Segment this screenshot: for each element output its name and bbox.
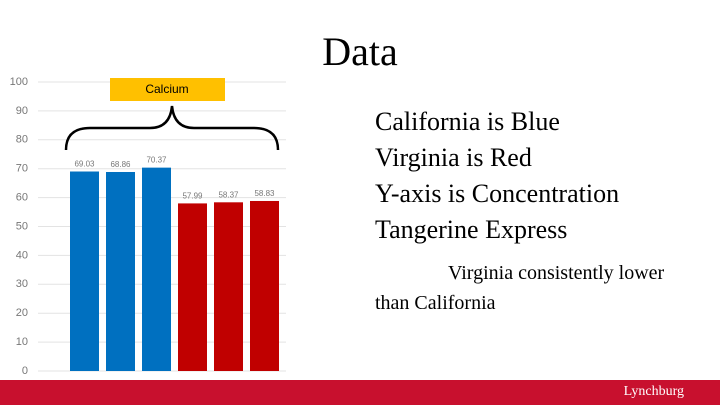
footer: Lynchburg [0, 380, 720, 405]
note: Virginia consistently lower than Califor… [375, 262, 665, 314]
y-tick-label: 30 [16, 278, 28, 290]
brace [64, 105, 280, 151]
bullet-list: California is Blue Virginia is Red Y-axi… [375, 104, 619, 248]
y-tick-label: 100 [10, 76, 28, 88]
bar [214, 202, 243, 371]
bullet: Tangerine Express [375, 215, 568, 244]
logo: Lynchburg [623, 384, 684, 399]
y-tick-label: 70 [16, 163, 28, 175]
bullet: Y-axis is Concentration [375, 179, 620, 208]
value-label: 69.03 [74, 160, 95, 169]
slide-title: Data [322, 29, 398, 74]
y-tick-label: 80 [16, 134, 28, 146]
bar [142, 167, 171, 371]
bullet: Virginia is Red [375, 143, 532, 172]
bar [70, 171, 99, 371]
y-tick-label: 20 [16, 307, 28, 319]
y-tick-label: 90 [16, 105, 28, 117]
value-label: 68.86 [110, 160, 131, 169]
annotation-box [110, 78, 225, 101]
bullet: California is Blue [375, 107, 560, 136]
y-tick-label: 0 [22, 365, 28, 377]
value-label: 58.37 [218, 190, 239, 199]
bar [178, 203, 207, 371]
y-tick-label: 40 [16, 249, 28, 261]
chart: Calcium 0 10 20 30 40 50 60 70 80 90 100 69.03 68.86… [10, 76, 286, 377]
value-label: 70.37 [146, 156, 167, 165]
y-tick-label: 50 [16, 220, 28, 232]
value-label: 58.83 [254, 189, 275, 198]
annotation: Calcium [145, 82, 188, 96]
bar [250, 200, 279, 371]
y-tick-label: 10 [16, 336, 28, 348]
value-label: 57.99 [182, 192, 203, 201]
y-tick-label: 60 [16, 192, 28, 204]
bar [106, 171, 135, 371]
